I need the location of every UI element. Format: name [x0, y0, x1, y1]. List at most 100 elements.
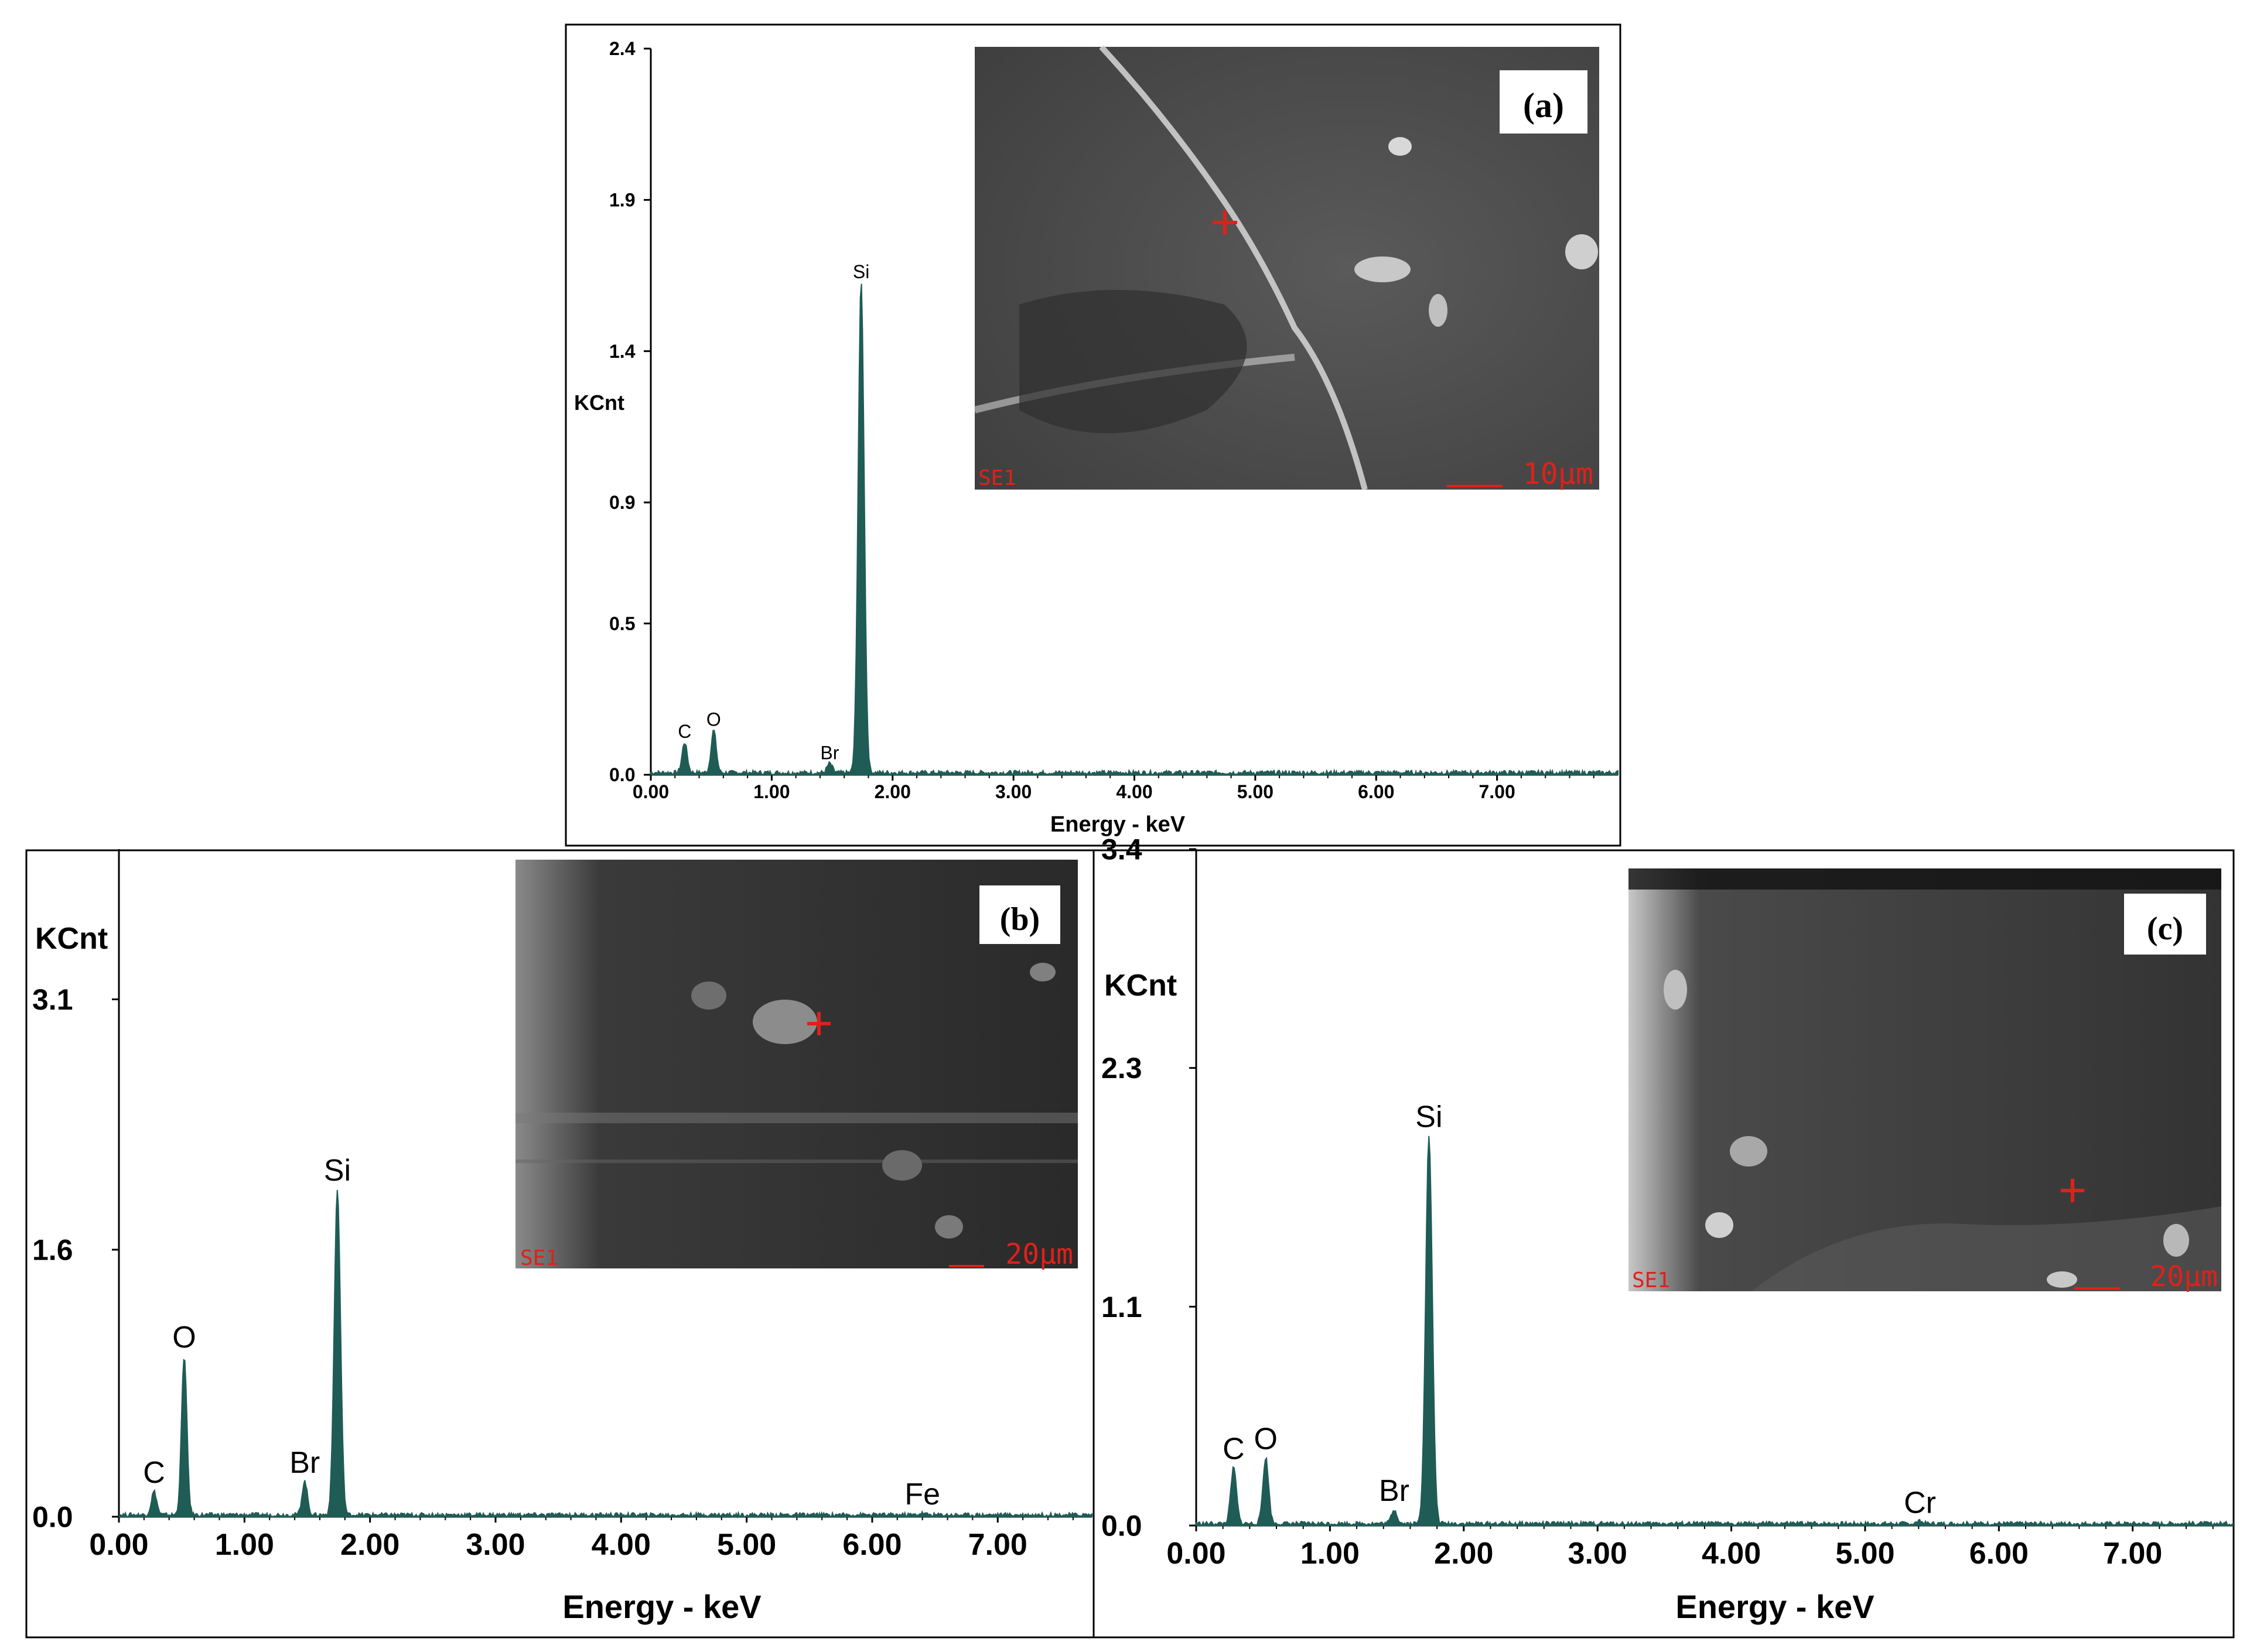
y-tick-label: 0.9 [609, 492, 635, 513]
peak-label-c: C [1223, 1432, 1245, 1466]
y-tick-label: 1.9 [609, 190, 635, 211]
sem-a-dark-region [1019, 290, 1247, 433]
panel-b-plot: 0.00 1.00 2.00 3.00 4.00 5.00 6.00 7.00 0.0 1.6 3.… [32, 849, 1092, 1562]
peak-label-si: Si [324, 1154, 351, 1188]
panel-c-plot: 0.00 1.00 2.00 3.00 4.00 5.00 6.00 7.00 0.0 1.1 2.… [1101, 833, 2234, 1571]
panel-a-label: (a) [1523, 86, 1564, 125]
y-tick-label: 1.6 [32, 1234, 73, 1267]
panel-b: 0.00 1.00 2.00 3.00 4.00 5.00 6.00 7.00 0.0 1.6 3.… [25, 849, 1095, 1639]
y-tick-label: 3.1 [32, 983, 73, 1016]
peak-label-o: O [172, 1321, 196, 1355]
peak-label-si: Si [1415, 1100, 1442, 1134]
x-tick-label: 6.00 [842, 1528, 902, 1562]
x-tick-label: 0.00 [633, 781, 669, 802]
panel-c: 0.00 1.00 2.00 3.00 4.00 5.00 6.00 7.00 0.0 1.1 2.… [1092, 833, 2235, 1639]
peak-label-si: Si [853, 261, 869, 282]
sem-b-particle [1030, 963, 1056, 981]
panel-b-label-box [979, 885, 1060, 944]
panel-c-label-box [2124, 894, 2206, 955]
sem-c-crosshair [2061, 1179, 2084, 1202]
panel-b-label: (b) [1000, 901, 1040, 938]
peak-label-c: C [678, 721, 691, 742]
panel-a-ylabel: KCnt [574, 391, 624, 415]
x-tick-label: 1.00 [215, 1528, 274, 1562]
peak-label-fe: Fe [904, 1477, 940, 1511]
x-tick-label: 4.00 [1116, 781, 1152, 802]
x-tick-label: 4.00 [592, 1528, 651, 1562]
sem-c-bright-region [1751, 1206, 2221, 1291]
peak-label-o: O [706, 709, 721, 730]
sem-a-particle [1429, 294, 1447, 327]
panel-c-label: (c) [2147, 911, 2183, 947]
x-tick-label: 3.00 [466, 1528, 525, 1562]
panel-a-detector: SE1 [978, 466, 1016, 490]
sem-b-particle [753, 1000, 817, 1044]
peak-label-o: O [1254, 1422, 1278, 1456]
panel-c-ylabel: KCnt [1104, 969, 1177, 1003]
x-tick-label: 3.00 [995, 781, 1032, 802]
y-tick-label: 3.4 [1101, 833, 1142, 866]
sem-c-particle [1705, 1212, 1733, 1238]
y-tick-label: 2.4 [609, 38, 636, 59]
panel-a-scale-label: 10µm [1523, 457, 1593, 491]
y-tick-label: 0.5 [609, 613, 635, 634]
sem-c-particle [2163, 1224, 2189, 1257]
x-tick-label: 5.00 [1237, 781, 1273, 802]
y-tick-label: 0.0 [32, 1501, 73, 1534]
sem-c-particle [1730, 1136, 1767, 1167]
peak-label-c: C [143, 1456, 165, 1490]
x-tick-label: 7.00 [968, 1528, 1027, 1562]
panel-b-ylabel: KCnt [35, 922, 108, 956]
panel-b-xlabel: Energy - keV [562, 1588, 761, 1625]
sem-b-streak [515, 1160, 1078, 1163]
y-tick-label: 0.0 [1101, 1510, 1142, 1542]
spectrum-trace [1196, 1135, 2234, 1527]
y-tick-label: 0.0 [609, 764, 635, 785]
panel-a-xlabel: Energy - keV [1050, 812, 1186, 837]
panel-b-detector: SE1 [520, 1246, 558, 1270]
sem-b-particle [935, 1215, 963, 1239]
x-tick-label: 3.00 [1568, 1537, 1627, 1571]
x-tick-label: 7.00 [1479, 781, 1515, 802]
x-tick-label: 0.00 [89, 1528, 148, 1562]
sem-a-grain-edge [1099, 45, 1368, 491]
x-tick-label: 7.00 [2103, 1537, 2162, 1571]
sem-c-dark-top [1628, 868, 2221, 890]
sem-a-particle [1565, 234, 1598, 269]
sem-a-crosshair [1213, 210, 1237, 235]
panel-c-xlabel: Energy - keV [1675, 1588, 1874, 1625]
x-tick-label: 2.00 [340, 1528, 400, 1562]
peak-label-cr: Cr [1904, 1486, 1936, 1520]
peak-label-br: Br [289, 1446, 320, 1480]
panel-b-scale-label: 20µm [1005, 1238, 1073, 1271]
peak-label-br: Br [820, 742, 839, 763]
sem-c-particle [2047, 1271, 2077, 1288]
spectrum-trace [650, 283, 1619, 777]
x-tick-label: 1.00 [753, 781, 790, 802]
x-tick-label: 0.00 [1166, 1537, 1225, 1571]
x-tick-label: 1.00 [1300, 1537, 1360, 1571]
panel-a-sem-inset: (a) SE1 10µm [974, 45, 1599, 491]
y-tick-label: 1.1 [1101, 1291, 1142, 1323]
x-tick-label: 6.00 [1358, 781, 1394, 802]
sem-b-crosshair [807, 1012, 831, 1035]
x-tick-label: 5.00 [717, 1528, 776, 1562]
x-tick-label: 2.00 [875, 781, 911, 802]
sem-a-particle [1388, 137, 1412, 156]
panel-a-plot: 0.00 1.00 2.00 3.00 4.00 5.00 6.00 7.00 0.0 0.5 0.… [609, 38, 1619, 802]
y-tick-label: 1.4 [609, 341, 636, 362]
panel-c-sem-inset: (c) SE1 20µm [1628, 868, 2221, 1293]
x-tick-label: 6.00 [1969, 1537, 2029, 1571]
spectrum-trace [118, 1189, 1092, 1519]
panel-c-scale-label: 20µm [2150, 1260, 2218, 1293]
panel-c-detector: SE1 [1632, 1268, 1670, 1292]
y-tick-label: 2.3 [1101, 1052, 1142, 1085]
sem-a-particle [1354, 256, 1411, 282]
peak-label-br: Br [1379, 1474, 1409, 1508]
panel-a: 0.00 1.00 2.00 3.00 4.00 5.00 6.00 7.00 0.0 0.5 0.… [565, 23, 1621, 847]
panel-a-label-box [1500, 70, 1587, 134]
panel-b-sem-inset: (b) SE1 20µm [515, 860, 1078, 1271]
x-tick-label: 2.00 [1434, 1537, 1493, 1571]
sem-b-particle [691, 981, 726, 1010]
